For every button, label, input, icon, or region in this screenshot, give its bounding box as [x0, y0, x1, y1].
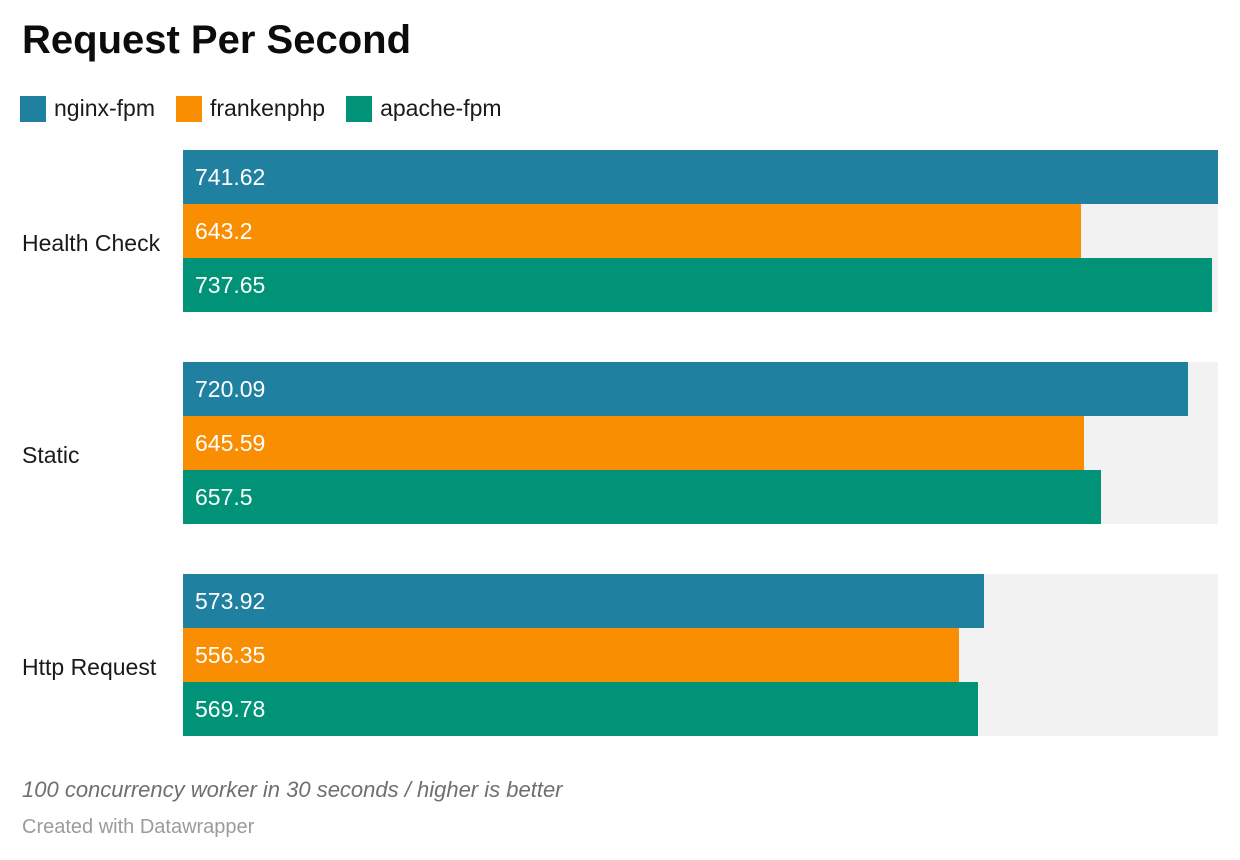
bar-apache-fpm-static: 657.5 [183, 470, 1101, 524]
bar-value-label: 645.59 [195, 430, 266, 456]
bar-value-label: 741.62 [195, 164, 266, 190]
bar-nginx-fpm-static: 720.09 [183, 362, 1188, 416]
legend-label-frankenphp: frankenphp [209, 95, 326, 121]
legend-item-nginx-fpm: nginx-fpm [20, 95, 155, 122]
legend-label-nginx-fpm: nginx-fpm [54, 95, 155, 121]
bar-nginx-fpm-http-request: 573.92 [183, 574, 984, 628]
bar-track-http-request: 573.92 556.35 569.78 [183, 574, 1218, 736]
bar-value-label: 556.35 [195, 642, 266, 668]
bar-track-health-check: 741.62 643.2 737.65 [183, 150, 1218, 312]
chart-footnote: 100 concurrency worker in 30 seconds / h… [22, 777, 563, 802]
bar-frankenphp-static: 645.59 [183, 416, 1084, 470]
bar-group-health-check: Health Check 741.62 643.2 737.65 [0, 150, 1240, 312]
bar-apache-fpm-http-request: 569.78 [183, 682, 979, 736]
bar-value-label: 569.78 [195, 696, 266, 722]
legend-item-apache-fpm: apache-fpm [346, 95, 502, 122]
bar-frankenphp-http-request: 556.35 [183, 628, 960, 682]
bar-nginx-fpm-health-check: 741.62 [183, 150, 1218, 204]
bar-track-static: 720.09 645.59 657.5 [183, 362, 1218, 524]
legend: nginx-fpm frankenphp apache-fpm [20, 95, 523, 122]
legend-label-apache-fpm: apache-fpm [380, 95, 502, 121]
bar-apache-fpm-health-check: 737.65 [183, 258, 1213, 312]
bar-value-label: 720.09 [195, 376, 266, 402]
legend-item-frankenphp: frankenphp [175, 95, 326, 122]
chart-title: Request Per Second [22, 18, 412, 62]
legend-swatch-nginx-fpm [20, 95, 46, 122]
category-label-static: Static [22, 441, 80, 468]
bar-frankenphp-health-check: 643.2 [183, 204, 1081, 258]
bar-value-label: 657.5 [195, 484, 253, 510]
legend-swatch-frankenphp [175, 95, 202, 122]
bar-group-http-request: Http Request 573.92 556.35 569.78 [0, 574, 1240, 736]
attribution-text: Created with Datawrapper [22, 816, 255, 838]
category-label-health-check: Health Check [22, 229, 161, 256]
bar-value-label: 643.2 [195, 218, 253, 244]
category-label-http-request: Http Request [22, 653, 157, 680]
bar-value-label: 573.92 [195, 588, 266, 614]
bar-group-static: Static 720.09 645.59 657.5 [0, 362, 1240, 524]
legend-swatch-apache-fpm [346, 95, 373, 122]
bar-value-label: 737.65 [195, 272, 266, 298]
